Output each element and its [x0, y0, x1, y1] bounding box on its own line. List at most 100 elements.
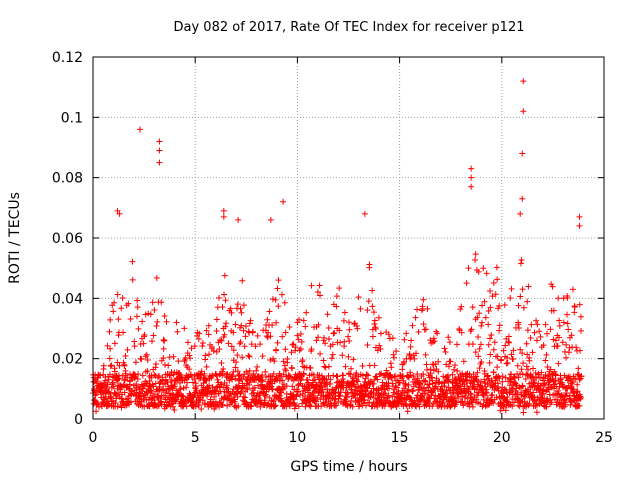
data-point	[506, 339, 513, 346]
data-point	[530, 389, 537, 396]
data-point	[267, 216, 274, 223]
data-point	[362, 375, 369, 382]
data-point	[420, 321, 427, 328]
data-point	[452, 362, 459, 369]
data-point	[559, 379, 566, 386]
data-point	[139, 372, 146, 379]
data-point	[228, 309, 235, 316]
x-axis-label: GPS time / hours	[290, 459, 407, 475]
data-point	[563, 341, 570, 348]
data-point	[273, 376, 280, 383]
data-point	[184, 339, 191, 346]
data-point	[510, 356, 517, 363]
y-tick-label: 0.08	[52, 171, 83, 187]
data-point	[234, 393, 241, 400]
data-point	[246, 353, 253, 360]
data-point	[353, 323, 360, 330]
data-point	[412, 314, 419, 321]
data-point	[473, 373, 480, 380]
data-point	[520, 304, 527, 311]
data-point	[410, 387, 417, 394]
data-point	[490, 279, 497, 286]
data-point	[346, 319, 353, 326]
data-point	[370, 309, 377, 316]
data-point	[549, 283, 556, 290]
data-point	[374, 376, 381, 383]
data-point	[568, 332, 575, 339]
data-points	[90, 78, 585, 416]
data-point	[364, 307, 371, 314]
data-point	[129, 258, 136, 265]
data-point	[555, 360, 562, 367]
data-point	[121, 389, 128, 396]
data-point	[458, 303, 465, 310]
data-point	[129, 276, 136, 283]
data-point	[481, 298, 488, 305]
data-point	[343, 401, 350, 408]
data-point	[524, 372, 531, 379]
data-point	[573, 389, 580, 396]
data-point	[189, 379, 196, 386]
data-point	[243, 385, 250, 392]
data-point	[554, 343, 561, 350]
data-point	[128, 398, 135, 405]
data-point	[313, 337, 320, 344]
data-point	[393, 348, 400, 355]
data-point	[150, 332, 157, 339]
data-point	[336, 285, 343, 292]
data-point	[423, 361, 430, 368]
data-point	[107, 316, 114, 323]
data-point	[169, 391, 176, 398]
data-point	[578, 373, 585, 380]
data-point	[552, 337, 559, 344]
data-point	[181, 325, 188, 332]
data-point	[515, 302, 522, 309]
x-tick-labels: 0 5 10 15 20 25	[89, 430, 613, 446]
data-point	[425, 399, 432, 406]
data-point	[500, 390, 507, 397]
data-point	[556, 322, 563, 329]
data-point	[575, 365, 582, 372]
data-point	[345, 333, 352, 340]
data-point	[232, 375, 239, 382]
data-point	[278, 397, 285, 404]
data-point	[494, 364, 501, 371]
data-point	[542, 357, 549, 364]
data-point	[474, 314, 481, 321]
data-point	[280, 198, 287, 205]
data-point	[270, 370, 277, 377]
data-point	[502, 342, 509, 349]
data-point	[411, 355, 418, 362]
data-point	[269, 321, 276, 328]
data-point	[313, 381, 320, 388]
data-point	[374, 347, 381, 354]
data-point	[519, 150, 526, 157]
data-point	[120, 329, 127, 336]
data-point	[160, 345, 167, 352]
data-point	[487, 351, 494, 358]
data-point	[160, 336, 167, 343]
data-point	[239, 277, 246, 284]
data-point	[105, 376, 112, 383]
data-point	[350, 356, 357, 363]
data-point	[525, 283, 532, 290]
data-point	[372, 325, 379, 332]
data-point	[577, 313, 584, 320]
data-point	[104, 342, 111, 349]
data-point	[271, 358, 278, 365]
data-point	[407, 343, 414, 350]
data-point	[266, 308, 273, 315]
data-point	[469, 341, 476, 348]
data-point	[239, 354, 246, 361]
data-point	[240, 327, 247, 334]
data-point	[187, 355, 194, 362]
data-point	[386, 385, 392, 392]
data-point	[158, 398, 165, 405]
data-point	[480, 396, 487, 403]
data-point	[544, 397, 551, 404]
data-point	[262, 368, 269, 375]
data-point	[220, 384, 227, 391]
data-point	[487, 288, 494, 295]
data-point	[544, 330, 551, 337]
data-point	[515, 321, 522, 328]
